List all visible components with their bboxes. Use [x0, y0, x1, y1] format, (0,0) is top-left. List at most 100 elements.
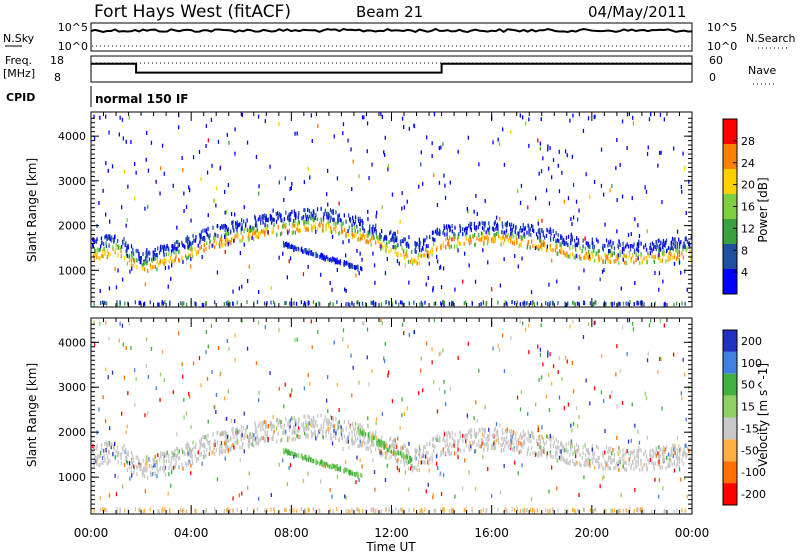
echo-point	[625, 467, 627, 472]
echo-point	[637, 508, 639, 513]
echo-point	[319, 221, 321, 226]
echo-point	[361, 321, 364, 326]
echo-point	[588, 462, 590, 467]
echo-point	[511, 434, 513, 439]
echo-point	[164, 265, 167, 270]
echo-point	[673, 468, 676, 473]
echo-point	[198, 356, 201, 361]
echo-point	[223, 242, 225, 247]
echo-point	[421, 452, 424, 457]
echo-point	[641, 467, 643, 472]
echo-point	[659, 112, 662, 117]
echo-point	[498, 441, 500, 445]
echo-point	[497, 230, 499, 235]
echo-point	[117, 239, 119, 243]
echo-point	[108, 441, 110, 446]
echo-point	[569, 452, 571, 457]
echo-point	[636, 507, 638, 512]
echo-point	[319, 461, 321, 466]
echo-point	[625, 244, 627, 249]
echo-point	[436, 227, 438, 232]
echo-point	[550, 247, 552, 252]
echo-point	[522, 508, 524, 513]
echo-point	[426, 135, 428, 140]
echo-point	[234, 440, 236, 445]
echo-point	[610, 254, 612, 259]
echo-point	[131, 460, 133, 465]
echo-point	[520, 449, 522, 454]
echo-point	[330, 422, 332, 427]
echo-point	[442, 240, 444, 245]
echo-point	[453, 244, 456, 249]
echo-point	[653, 466, 656, 471]
echo-point	[603, 474, 605, 479]
echo-point	[180, 301, 182, 306]
echo-point	[635, 258, 637, 263]
echo-point	[582, 445, 584, 450]
echo-point	[664, 243, 666, 248]
echo-point	[173, 465, 175, 470]
echo-point	[213, 239, 215, 244]
echo-point	[618, 508, 620, 513]
echo-point	[132, 247, 134, 252]
echo-point	[488, 231, 490, 236]
echo-point	[233, 238, 235, 243]
echo-point	[435, 247, 438, 252]
echo-point	[287, 242, 289, 247]
echo-point	[556, 279, 558, 284]
echo-point	[648, 253, 650, 258]
echo-point	[485, 442, 487, 447]
echo-point	[521, 256, 523, 261]
echo-point	[492, 346, 494, 351]
echo-point	[436, 231, 438, 236]
echo-point	[308, 508, 310, 513]
echo-point	[656, 243, 658, 247]
echo-point	[165, 245, 167, 250]
echo-point	[402, 302, 404, 307]
echo-point	[431, 443, 434, 448]
echo-point	[549, 146, 551, 151]
echo-point	[154, 463, 156, 468]
echo-point	[145, 254, 148, 259]
echo-point	[354, 234, 356, 238]
echo-point	[361, 474, 363, 478]
echo-point	[170, 249, 173, 254]
echo-point	[403, 443, 405, 448]
echo-point	[100, 443, 103, 447]
echo-point	[685, 455, 687, 459]
echo-point	[658, 455, 660, 460]
echo-point	[594, 507, 596, 512]
echo-point	[458, 232, 460, 237]
echo-point	[207, 226, 209, 231]
echo-point	[382, 245, 384, 250]
echo-point	[230, 237, 233, 242]
echo-point	[637, 242, 639, 247]
echo-point	[331, 287, 333, 292]
echo-point	[215, 448, 217, 453]
echo-point	[630, 232, 632, 236]
echo-point	[282, 251, 284, 256]
echo-point	[217, 346, 220, 350]
echo-point	[386, 244, 388, 248]
echo-point	[316, 413, 319, 418]
echo-point	[635, 459, 637, 464]
echo-point	[142, 262, 145, 267]
echo-point	[474, 279, 477, 284]
echo-point	[149, 470, 152, 475]
echo-point	[345, 302, 347, 307]
echo-point	[376, 210, 378, 215]
echo-point	[452, 441, 455, 446]
echo-point	[632, 461, 634, 466]
echo-point	[665, 259, 667, 264]
echo-point	[304, 213, 307, 218]
echo-point	[174, 256, 176, 261]
echo-point	[493, 444, 496, 449]
echo-point	[686, 246, 688, 251]
echo-point	[517, 264, 519, 269]
echo-point	[548, 436, 550, 441]
echo-point	[616, 344, 618, 349]
echo-point	[189, 460, 191, 465]
echo-point	[329, 301, 331, 306]
echo-point	[336, 258, 338, 263]
